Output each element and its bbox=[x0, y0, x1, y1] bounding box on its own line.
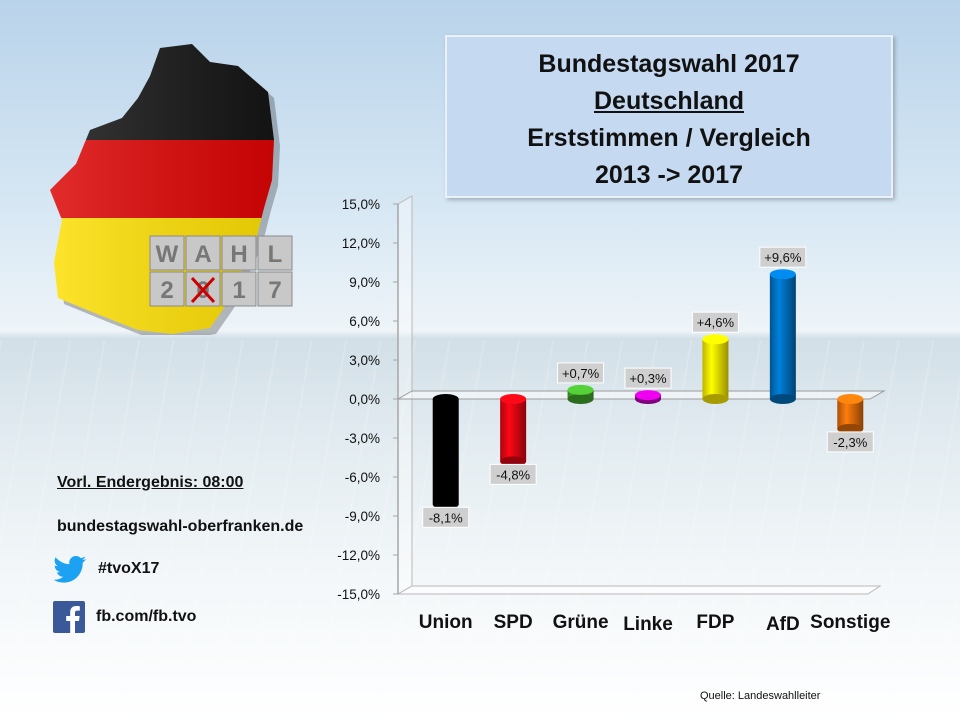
svg-text:H: H bbox=[230, 241, 247, 268]
svg-text:-2,3%: -2,3% bbox=[833, 435, 867, 450]
wahl-cubes: W A H L 2 0 1 7 bbox=[149, 235, 293, 307]
y-tick-label: 6,0% bbox=[349, 314, 380, 329]
svg-text:L: L bbox=[268, 241, 283, 268]
svg-text:+0,3%: +0,3% bbox=[629, 371, 667, 386]
svg-text:2: 2 bbox=[160, 277, 173, 304]
y-tick-label: -12,0% bbox=[337, 548, 380, 563]
title-line-3: Erststimmen / Vergleich bbox=[527, 124, 811, 152]
title-line-4: 2013 -> 2017 bbox=[594, 161, 744, 189]
result-status: Vorl. Endergebnis: 08:00 bbox=[57, 474, 244, 491]
bar-fdp bbox=[702, 334, 729, 404]
twitter-handle: #tvoX17 bbox=[98, 560, 160, 577]
svg-text:+4,6%: +4,6% bbox=[697, 315, 735, 330]
website-link[interactable]: bundestagswahl-oberfranken.de bbox=[57, 518, 304, 535]
svg-text:7: 7 bbox=[268, 277, 281, 304]
title-line-2: Deutschland bbox=[593, 87, 745, 115]
source-note: Quelle: Landeswahlleiter bbox=[700, 690, 821, 702]
bar-afd bbox=[769, 269, 796, 404]
svg-text:+9,6%: +9,6% bbox=[764, 250, 802, 265]
y-tick-label: -9,0% bbox=[345, 509, 380, 524]
value-label-sonstige: -2,3% bbox=[826, 431, 874, 453]
category-label: Linke bbox=[623, 614, 673, 635]
facebook-icon bbox=[53, 601, 85, 634]
facebook-handle: fb.com/fb.tvo bbox=[96, 608, 197, 625]
svg-text:A: A bbox=[194, 241, 211, 268]
y-tick-label: 3,0% bbox=[349, 353, 380, 368]
value-label-union: -8,1% bbox=[422, 506, 470, 528]
value-label-linke: +0,3% bbox=[624, 367, 672, 389]
value-label-fdp: +4,6% bbox=[691, 311, 739, 333]
title-box: Bundestagswahl 2017 Deutschland Erststim… bbox=[445, 35, 893, 198]
plot-floor bbox=[396, 585, 882, 595]
y-tick-label: -6,0% bbox=[345, 470, 380, 485]
facebook-row[interactable]: fb.com/fb.tvo bbox=[52, 600, 196, 634]
bar-union bbox=[432, 394, 459, 510]
value-label-afd: +9,6% bbox=[759, 246, 807, 268]
svg-text:-4,8%: -4,8% bbox=[496, 467, 530, 482]
y-tick-label: 9,0% bbox=[349, 275, 380, 290]
category-label: Union bbox=[419, 612, 473, 633]
category-label: FDP bbox=[696, 612, 734, 633]
svg-text:+0,7%: +0,7% bbox=[562, 366, 600, 381]
svg-text:1: 1 bbox=[232, 277, 245, 304]
bar-linke bbox=[635, 390, 661, 404]
y-tick-label: 0,0% bbox=[349, 392, 380, 407]
category-label: Grüne bbox=[553, 612, 609, 633]
bar-sonstige bbox=[837, 394, 864, 434]
germany-map-flag-icon: W A H L 2 0 1 7 bbox=[50, 44, 293, 335]
bar-spd bbox=[500, 394, 527, 467]
bar-grüne bbox=[567, 384, 594, 404]
y-tick-label: 12,0% bbox=[342, 236, 380, 251]
category-label: Sonstige bbox=[810, 612, 890, 633]
title-line-1: Bundestagswahl 2017 bbox=[538, 50, 800, 78]
twitter-bird-icon bbox=[53, 556, 86, 583]
category-label: SPD bbox=[494, 612, 533, 633]
category-label: AfD bbox=[766, 614, 800, 635]
background-floor bbox=[0, 340, 960, 720]
value-label-spd: -4,8% bbox=[489, 463, 537, 485]
twitter-row[interactable]: #tvoX17 bbox=[52, 553, 159, 585]
y-tick-label: -15,0% bbox=[337, 587, 380, 602]
svg-text:-8,1%: -8,1% bbox=[429, 510, 463, 525]
y-tick-label: -3,0% bbox=[345, 431, 380, 446]
svg-text:W: W bbox=[156, 241, 179, 268]
y-tick-label: 15,0% bbox=[342, 197, 380, 212]
value-label-grüne: +0,7% bbox=[557, 362, 605, 384]
